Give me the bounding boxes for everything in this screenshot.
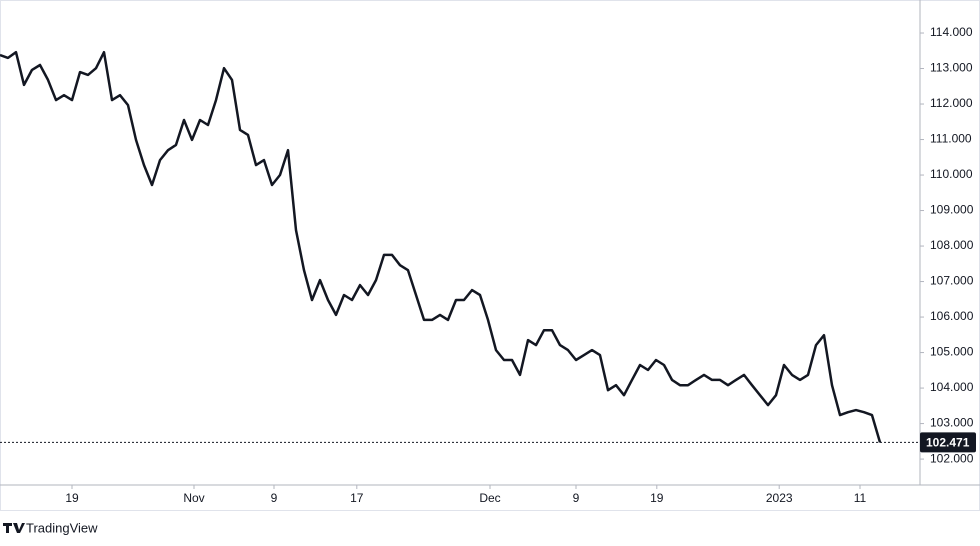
x-tick-label: 19	[650, 491, 664, 505]
x-tick-label: 2023	[766, 491, 793, 505]
x-tick-label: Nov	[183, 491, 204, 505]
y-tick-label: 114.000	[930, 25, 973, 39]
y-tick-label: 105.000	[930, 345, 974, 359]
x-tick-label: 19	[65, 491, 79, 505]
y-tick-label: 106.000	[930, 309, 974, 323]
brand-logo	[3, 523, 25, 533]
chart-frame	[0, 0, 980, 511]
y-tick-label: 103.000	[930, 416, 974, 430]
x-tick-label: 9	[573, 491, 580, 505]
x-tick-label: 11	[854, 491, 867, 505]
y-tick-label: 107.000	[930, 274, 974, 288]
x-tick-label: 9	[271, 491, 278, 505]
x-tick-label: Dec	[479, 491, 500, 505]
last-price-box	[920, 432, 976, 453]
y-tick-label: 109.000	[930, 203, 974, 217]
y-tick-label: 111.000	[930, 132, 972, 146]
y-tick-label: 104.000	[930, 380, 974, 394]
x-tick-label: 17	[350, 491, 364, 505]
y-tick-label: 102.000	[930, 451, 974, 465]
price-line	[0, 50, 882, 443]
y-tick-label: 110.000	[930, 167, 973, 181]
y-tick-label: 113.000	[930, 61, 973, 75]
y-tick-label: 108.000	[930, 238, 974, 252]
brand-text: TradingView	[26, 520, 98, 535]
y-tick-label: 112.000	[930, 96, 973, 110]
last-price-label: 102.471	[926, 436, 970, 450]
